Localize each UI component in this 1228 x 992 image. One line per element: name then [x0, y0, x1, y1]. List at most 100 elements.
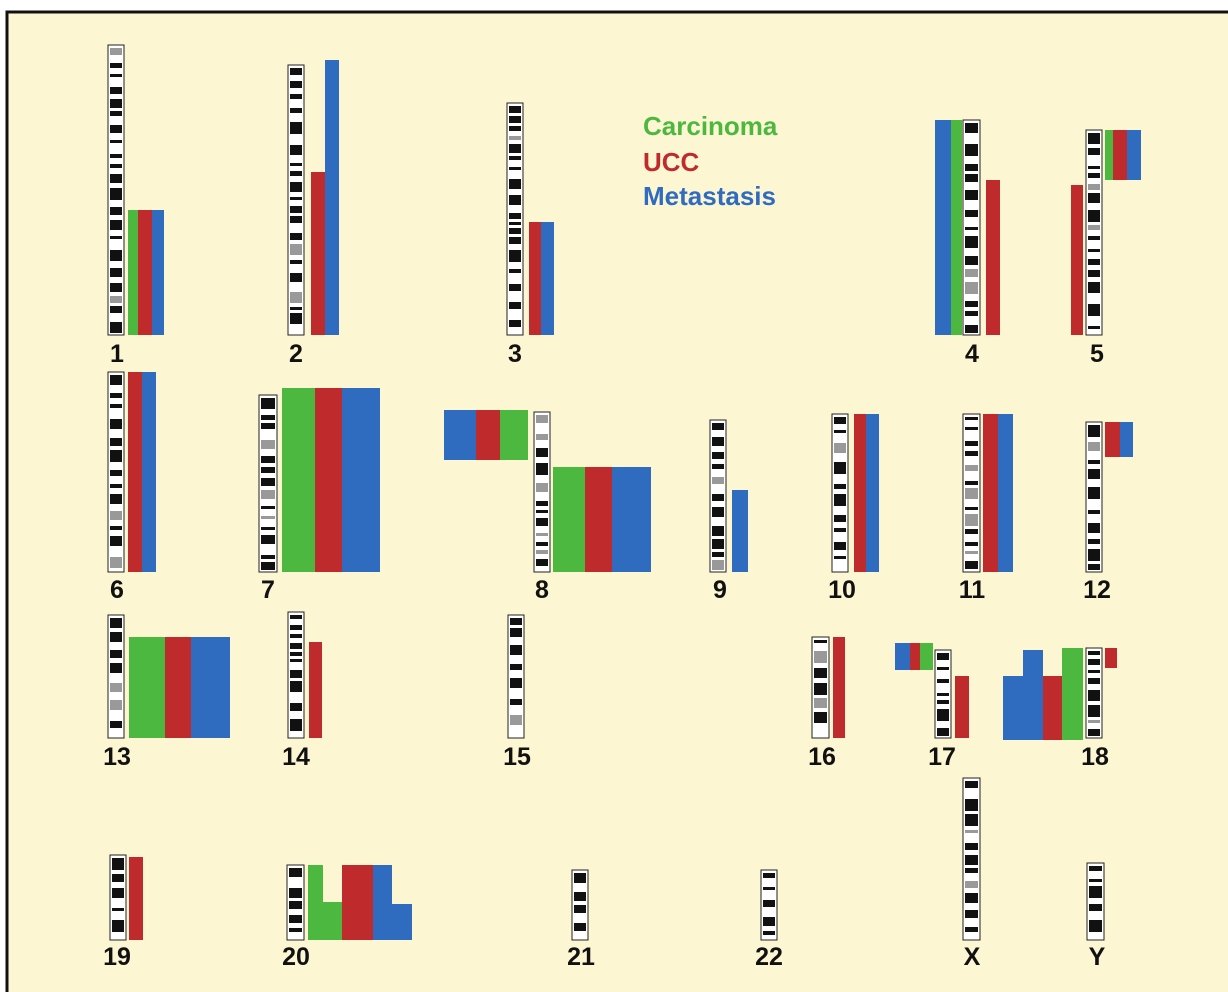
- chromosome-label: 13: [103, 743, 131, 771]
- chromosome-band: [712, 552, 724, 557]
- gain-bar: [128, 210, 138, 335]
- chromosome-band: [110, 632, 122, 642]
- gain-bar: [986, 180, 1000, 335]
- chromosome-band: [965, 529, 978, 534]
- gain-bar: [342, 388, 380, 572]
- chromosome-band: [110, 511, 122, 520]
- chromosome-label: 1: [110, 340, 124, 368]
- chromosome-band: [536, 510, 548, 513]
- chromosome-band: [110, 207, 122, 215]
- chromosome-band: [834, 462, 846, 474]
- chromosome-band: [509, 195, 521, 205]
- chromosome-band: [290, 273, 302, 282]
- gain-bar: [282, 388, 315, 572]
- gain-bar: [476, 410, 500, 460]
- chromosome-band: [290, 625, 302, 630]
- chromosome-band: [110, 470, 122, 476]
- chromosome-band: [965, 551, 978, 554]
- chromosome-band: [290, 163, 302, 166]
- chromosome-band: [712, 494, 724, 501]
- chromosome-band: [814, 698, 827, 708]
- chromosome-band: [110, 404, 122, 408]
- chromosome-band: [509, 213, 521, 219]
- chromosome-band: [712, 423, 724, 430]
- chromosome-band: [110, 174, 122, 183]
- gain-bar: [323, 902, 342, 940]
- chromosome: [831, 413, 849, 573]
- chromosome-band: [1088, 193, 1100, 203]
- chromosome-band: [1088, 425, 1100, 437]
- chromosome-band: [110, 154, 122, 158]
- gain-bar: [1043, 676, 1062, 740]
- gain-bar: [152, 210, 164, 335]
- chromosome-band: [1088, 236, 1100, 240]
- chromosome-band: [965, 881, 978, 888]
- chromosome-band: [509, 144, 521, 153]
- chromosome-band: [289, 928, 302, 932]
- chromosome-band: [965, 830, 978, 833]
- chromosome-band: [290, 94, 302, 99]
- chromosome-band: [965, 799, 978, 811]
- chromosome-band: [834, 494, 846, 506]
- chromosome-band: [1088, 729, 1100, 736]
- chromosome-band: [763, 873, 775, 878]
- chromosome-band: [261, 478, 275, 486]
- gain-bar: [165, 637, 191, 738]
- chromosome-band: [110, 650, 122, 658]
- chromosome-band: [110, 557, 122, 568]
- gain-bar: [895, 643, 910, 670]
- chromosome-band: [110, 322, 122, 333]
- chromosome-band: [965, 236, 978, 248]
- chromosome-band: [261, 440, 275, 449]
- gain-bar: [1113, 130, 1127, 180]
- gain-bar: [833, 637, 845, 738]
- chromosome-band: [1088, 184, 1100, 190]
- chromosome-band: [289, 888, 302, 898]
- chromosome-band: [763, 887, 775, 890]
- chromosome-band: [834, 484, 846, 489]
- chromosome-band: [965, 507, 978, 510]
- chromosome-band: [509, 126, 521, 131]
- chromosome-band: [574, 892, 586, 901]
- chromosome-band: [965, 868, 978, 873]
- chromosome-label: 22: [755, 943, 783, 971]
- chromosome-band: [110, 663, 122, 673]
- chromosome-band: [110, 48, 122, 55]
- chromosome-band: [1088, 705, 1100, 717]
- chromosome-band: [965, 910, 978, 918]
- chromosome-band: [712, 539, 724, 549]
- chromosome-band: [834, 443, 846, 453]
- chromosome-band: [290, 81, 302, 88]
- gain-bar: [612, 467, 651, 572]
- chromosome-band: [937, 728, 949, 736]
- chromosome-band: [965, 561, 978, 569]
- chromosome-band: [965, 843, 978, 850]
- chromosome-band: [834, 528, 846, 532]
- chromosome-band: [937, 653, 949, 660]
- chromosome-band: [290, 313, 302, 324]
- chromosome-band: [1088, 549, 1100, 561]
- chromosome-band: [965, 893, 978, 903]
- chromosome-band: [712, 437, 724, 446]
- chromosome-band: [261, 415, 275, 420]
- chromosome-label: 10: [828, 576, 856, 604]
- chromosome-band: [110, 306, 122, 313]
- gain-bar: [373, 865, 392, 940]
- chromosome-band: [965, 542, 978, 546]
- chromosome-band: [574, 923, 586, 931]
- chromosome-band: [110, 164, 122, 168]
- gain-bar: [128, 372, 142, 572]
- chromosome-band: [965, 441, 978, 446]
- chromosome-label: 2: [289, 340, 303, 368]
- chromosome-label: 17: [928, 743, 956, 771]
- chromosome-band: [1088, 210, 1100, 222]
- chromosome-band: [814, 651, 827, 663]
- chromosome-band: [261, 398, 275, 409]
- chromosome-band: [1088, 166, 1100, 169]
- chromosome-label: 5: [1090, 340, 1104, 368]
- chromosome-label: 18: [1081, 743, 1109, 771]
- chromosome-band: [290, 307, 302, 310]
- chromosome-band: [763, 900, 775, 907]
- chromosome-band: [290, 260, 302, 264]
